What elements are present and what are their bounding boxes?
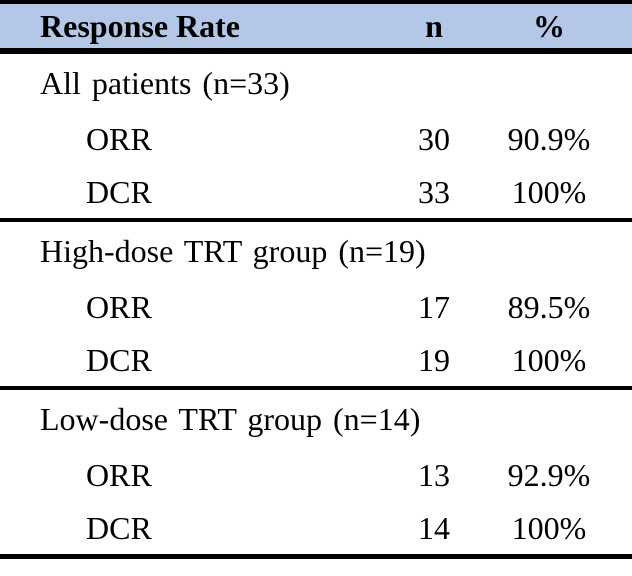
cell-n: 13 xyxy=(418,456,450,493)
response-rate-table: Response Rate n % All patients (n=33) OR… xyxy=(0,0,632,559)
group-label-row: High-dose TRT group (n=19) xyxy=(0,222,632,280)
cell-percent: 100% xyxy=(511,509,587,546)
cell-measure: ORR xyxy=(86,120,152,157)
cell-n: 17 xyxy=(418,288,450,325)
cell-percent: 92.9% xyxy=(507,456,591,493)
section-high-dose-trt: High-dose TRT group (n=19) ORR 17 89.5% … xyxy=(0,222,632,386)
cell-n: 33 xyxy=(418,173,450,210)
cell-percent: 90.9% xyxy=(507,120,591,157)
group-label-row: Low-dose TRT group (n=14) xyxy=(0,390,632,448)
cell-measure: ORR xyxy=(86,288,152,325)
group-label-row: All patients (n=33) xyxy=(0,54,632,112)
header-cell-response-rate: Response Rate xyxy=(40,8,240,44)
cell-measure: DCR xyxy=(86,173,152,210)
group-label: High-dose TRT group (n=19) xyxy=(40,233,426,269)
cell-measure: ORR xyxy=(86,456,152,493)
section-all-patients: All patients (n=33) ORR 30 90.9% DCR 33 … xyxy=(0,54,632,218)
row-dcr: DCR 19 100% xyxy=(0,333,632,386)
cell-n: 30 xyxy=(418,120,450,157)
section-divider xyxy=(0,386,632,390)
row-orr: ORR 30 90.9% xyxy=(0,112,632,165)
section-low-dose-trt: Low-dose TRT group (n=14) ORR 13 92.9% D… xyxy=(0,390,632,554)
cell-percent: 100% xyxy=(511,341,587,378)
cell-percent: 100% xyxy=(511,173,587,210)
header-cell-percent: % xyxy=(533,8,565,44)
cell-n: 19 xyxy=(418,341,450,378)
group-label: Low-dose TRT group (n=14) xyxy=(40,401,421,437)
row-dcr: DCR 33 100% xyxy=(0,165,632,218)
cell-measure: DCR xyxy=(86,509,152,546)
table-header-row: Response Rate n % xyxy=(0,4,632,54)
cell-n: 14 xyxy=(418,509,450,546)
row-dcr: DCR 14 100% xyxy=(0,501,632,554)
cell-percent: 89.5% xyxy=(507,288,591,325)
cell-measure: DCR xyxy=(86,341,152,378)
header-cell-n: n xyxy=(425,8,443,44)
row-orr: ORR 17 89.5% xyxy=(0,280,632,333)
group-label: All patients (n=33) xyxy=(40,65,290,101)
section-divider xyxy=(0,218,632,222)
row-orr: ORR 13 92.9% xyxy=(0,448,632,501)
